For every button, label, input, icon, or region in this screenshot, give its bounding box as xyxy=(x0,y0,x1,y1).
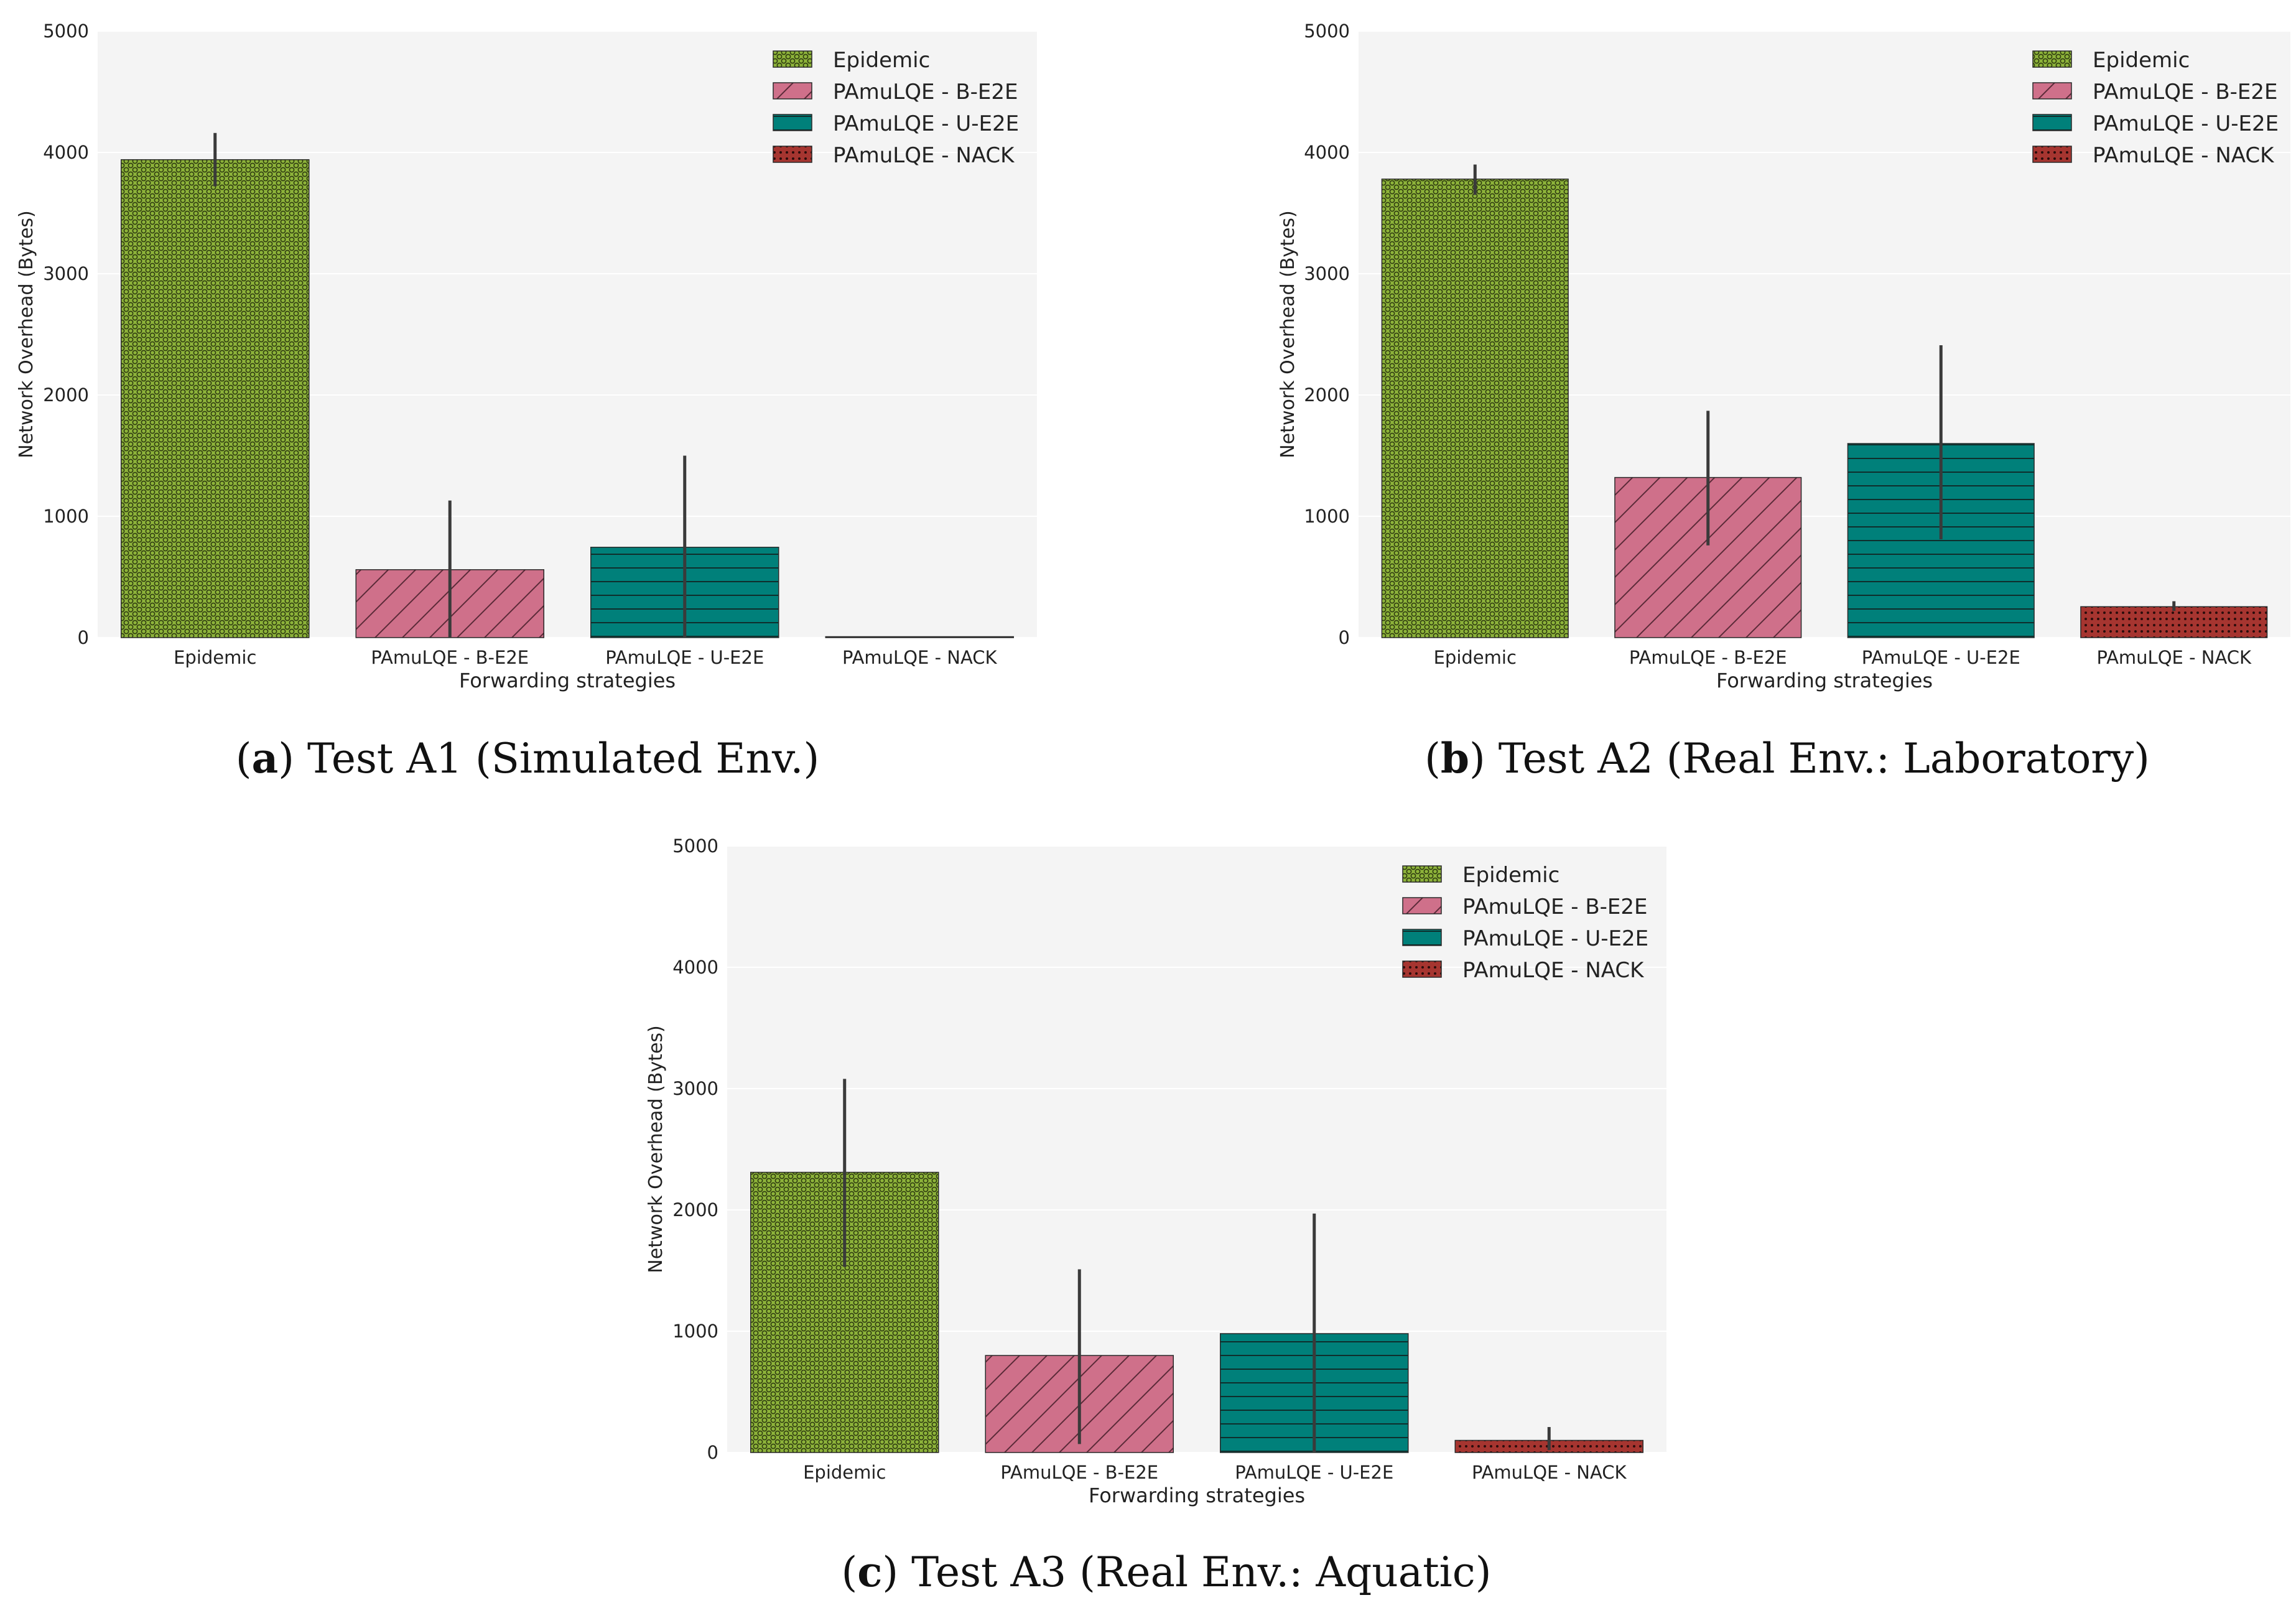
legend-label: Epidemic xyxy=(1462,863,1559,888)
x-axis-label: Forwarding strategies xyxy=(459,669,676,692)
x-axis-label: Forwarding strategies xyxy=(1716,669,1933,692)
chart-a-svg: 0 1000 2000 3000 4000 5000 Epidemic PAmuLQE - B… xyxy=(16,21,1037,692)
x-tick-label: PAmuLQE - NACK xyxy=(2096,647,2252,668)
legend-label: PAmuLQE - NACK xyxy=(833,143,1015,168)
caption-c-text: Test A3 (Real Env.: Aquatic) xyxy=(911,1548,1492,1596)
legend-swatch xyxy=(1402,960,1442,978)
caption-c: (c) Test A3 (Real Env.: Aquatic) xyxy=(841,1548,1492,1596)
x-tick-label: PAmuLQE - U-E2E xyxy=(605,647,764,668)
y-tick-label: 4000 xyxy=(1304,142,1350,163)
legend-label: PAmuLQE - U-E2E xyxy=(2093,111,2279,136)
caption-b-letter: b xyxy=(1440,734,1470,783)
y-axis-label: Network Overhead (Bytes) xyxy=(16,210,37,458)
legend-label: PAmuLQE - B-E2E xyxy=(2093,80,2278,105)
x-axis-label: Forwarding strategies xyxy=(1089,1484,1305,1507)
x-tick-label: PAmuLQE - B-E2E xyxy=(1629,647,1787,668)
caption-a: (a) Test A1 (Simulated Env.) xyxy=(235,734,820,783)
y-tick-label: 4000 xyxy=(672,957,718,978)
legend-swatch xyxy=(773,82,812,100)
y-tick-label: 0 xyxy=(1339,627,1350,648)
y-tick-label: 1000 xyxy=(672,1321,718,1342)
y-tick-label: 0 xyxy=(707,1442,718,1463)
x-tick-label: Epidemic xyxy=(1434,647,1517,668)
chart-panel-b: 0 1000 2000 3000 4000 5000 Epidemic PAmuLQE - B… xyxy=(1262,0,2296,709)
legend-label: PAmuLQE - B-E2E xyxy=(1462,895,1648,919)
legend-label: Epidemic xyxy=(2093,48,2190,73)
legend-swatch xyxy=(1402,929,1442,946)
bar-epidemic xyxy=(1381,179,1569,638)
x-tick-label: PAmuLQE - NACK xyxy=(842,647,998,668)
legend-swatch xyxy=(2032,146,2072,163)
legend-swatch xyxy=(773,114,812,131)
y-axis-label: Network Overhead (Bytes) xyxy=(645,1025,667,1273)
y-tick-label: 5000 xyxy=(672,835,718,857)
legend-swatch xyxy=(1402,897,1442,914)
x-tick-label: Epidemic xyxy=(174,647,256,668)
y-tick-label: 3000 xyxy=(1304,263,1350,284)
y-tick-label: 5000 xyxy=(43,21,89,42)
y-tick-label: 1000 xyxy=(1304,506,1350,527)
caption-b-text: Test A2 (Real Env.: Laboratory) xyxy=(1498,735,2150,783)
x-tick-label: Epidemic xyxy=(803,1462,886,1483)
x-tick-label: PAmuLQE - B-E2E xyxy=(1000,1462,1158,1483)
caption-a-letter: a xyxy=(251,734,279,783)
chart-panel-c: 0 1000 2000 3000 4000 5000 Epidemic PAmuLQE - B… xyxy=(630,815,1687,1524)
legend-swatch xyxy=(773,146,812,163)
y-tick-label: 3000 xyxy=(43,263,89,284)
legend-swatch xyxy=(2032,50,2072,68)
legend-swatch xyxy=(773,50,812,68)
legend-swatch xyxy=(2032,82,2072,100)
caption-c-letter: c xyxy=(857,1548,883,1596)
legend-label: PAmuLQE - U-E2E xyxy=(833,111,1019,136)
caption-b: (b) Test A2 (Real Env.: Laboratory) xyxy=(1425,734,2150,783)
legend-swatch xyxy=(2032,114,2072,131)
y-tick-label: 2000 xyxy=(672,1199,718,1220)
y-tick-label: 5000 xyxy=(1304,21,1350,42)
legend-label: Epidemic xyxy=(833,48,930,73)
x-tick-label: PAmuLQE - U-E2E xyxy=(1862,647,2020,668)
y-tick-label: 0 xyxy=(78,627,89,648)
y-tick-label: 2000 xyxy=(43,384,89,406)
y-tick-label: 3000 xyxy=(672,1078,718,1099)
y-axis-label: Network Overhead (Bytes) xyxy=(1277,210,1299,458)
legend-swatch xyxy=(1402,865,1442,883)
chart-b-svg: 0 1000 2000 3000 4000 5000 Epidemic PAmuLQE - B… xyxy=(1277,21,2290,692)
legend-label: PAmuLQE - U-E2E xyxy=(1462,926,1648,951)
x-tick-label: PAmuLQE - U-E2E xyxy=(1235,1462,1393,1483)
chart-c-svg: 0 1000 2000 3000 4000 5000 Epidemic PAmuLQE - B… xyxy=(645,835,1666,1507)
chart-panel-a: 0 1000 2000 3000 4000 5000 Epidemic PAmuLQE - B… xyxy=(0,0,1057,709)
y-tick-label: 4000 xyxy=(43,142,89,163)
bar-pamulqe-nack xyxy=(2080,606,2268,638)
legend-label: PAmuLQE - B-E2E xyxy=(833,80,1018,105)
bar-pamulqe-nack xyxy=(825,636,1014,638)
x-tick-label: PAmuLQE - B-E2E xyxy=(371,647,529,668)
x-tick-label: PAmuLQE - NACK xyxy=(1472,1462,1627,1483)
y-tick-label: 1000 xyxy=(43,506,89,527)
caption-a-text: Test A1 (Simulated Env.) xyxy=(307,735,820,783)
bar-epidemic xyxy=(121,159,310,638)
y-tick-label: 2000 xyxy=(1304,384,1350,406)
legend-label: PAmuLQE - NACK xyxy=(1462,958,1645,983)
legend-label: PAmuLQE - NACK xyxy=(2093,143,2275,168)
